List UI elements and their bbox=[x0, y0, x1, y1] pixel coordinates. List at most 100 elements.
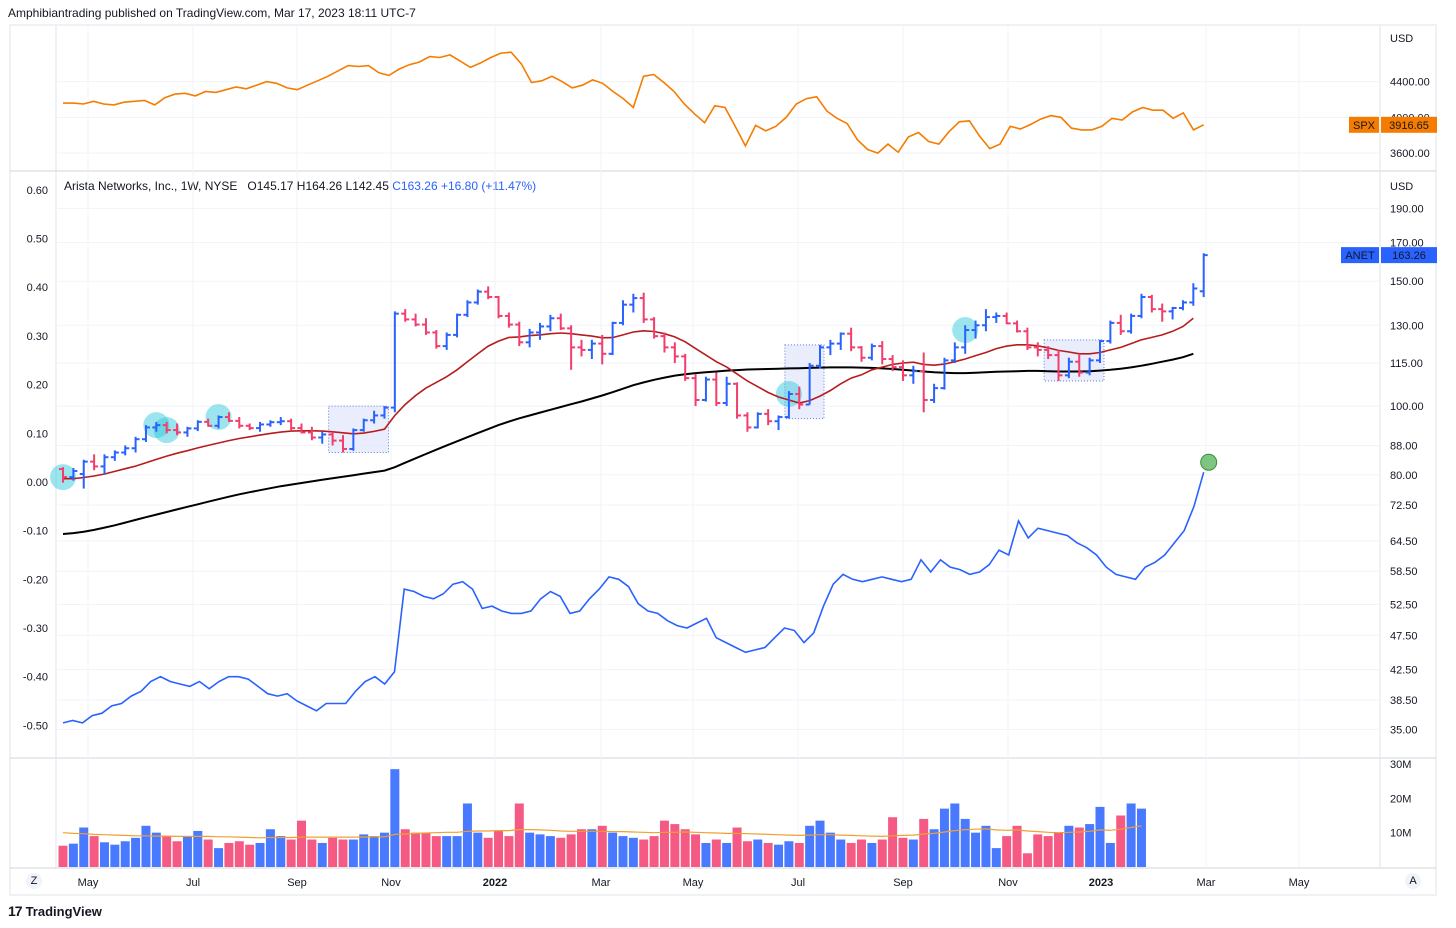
volume-bar bbox=[545, 836, 555, 867]
ohlc-bar bbox=[847, 327, 856, 352]
ohlc-low: L142.45 bbox=[345, 179, 389, 193]
publisher-caption: Amphibiantrading published on TradingVie… bbox=[8, 6, 416, 20]
volume-tick-label: 20M bbox=[1390, 793, 1411, 805]
ohlc-bar bbox=[390, 311, 399, 413]
volume-bar bbox=[1095, 806, 1105, 867]
x-tick-label: Jul bbox=[791, 877, 805, 889]
ohlc-close: C163.26 bbox=[392, 179, 438, 193]
ohlc-bar bbox=[1158, 303, 1167, 322]
rs-tick-label: 0.00 bbox=[27, 477, 48, 489]
ohlc-bar bbox=[909, 365, 918, 384]
volume-bar bbox=[566, 834, 576, 867]
volume-bar bbox=[1136, 808, 1146, 867]
tradingview-brand: 17 TradingView bbox=[8, 903, 102, 919]
price-tick-label: 42.50 bbox=[1390, 665, 1418, 677]
rs-tick-label: -0.40 bbox=[23, 672, 48, 684]
x-tick-label: Nov bbox=[381, 877, 401, 889]
ohlc-bar bbox=[276, 417, 285, 426]
x-tick-label: Mar bbox=[1197, 877, 1216, 889]
price-tick-label: 100.00 bbox=[1390, 401, 1424, 413]
ohlc-high: H164.26 bbox=[296, 179, 343, 193]
ohlc-bar bbox=[121, 445, 130, 456]
rs-tick-label: 0.60 bbox=[27, 185, 48, 197]
ohlc-bar bbox=[173, 423, 182, 436]
volume-bar bbox=[68, 843, 78, 867]
volume-bar bbox=[639, 839, 649, 867]
volume-bar bbox=[711, 839, 721, 867]
ohlc-bar bbox=[245, 423, 254, 431]
volume-bar bbox=[286, 839, 296, 867]
ohlc-bar bbox=[608, 321, 617, 356]
price-tick-label: 35.00 bbox=[1390, 724, 1418, 736]
ohlc-bar bbox=[536, 322, 545, 340]
ohlc-bar bbox=[183, 426, 192, 437]
volume-bar bbox=[120, 841, 130, 867]
zoom-reset-button[interactable]: Z bbox=[26, 873, 42, 889]
volume-bar bbox=[908, 839, 918, 867]
volume-bar bbox=[659, 820, 669, 867]
volume-bar bbox=[867, 842, 877, 867]
ohlc-bar bbox=[131, 436, 140, 453]
ohlc-bar bbox=[650, 317, 659, 339]
volume-bar bbox=[608, 832, 618, 867]
volume-bar bbox=[535, 834, 545, 867]
volume-bar bbox=[245, 844, 255, 867]
ohlc-bar bbox=[380, 406, 389, 419]
volume-bar bbox=[338, 839, 348, 867]
volume-bar bbox=[732, 827, 742, 867]
volume-bar bbox=[836, 839, 846, 867]
ohlc-bar bbox=[930, 383, 939, 404]
volume-bar bbox=[1033, 834, 1043, 867]
ohlc-bar bbox=[919, 352, 928, 413]
ohlc-bar bbox=[432, 330, 441, 349]
ohlc-bar bbox=[235, 417, 244, 429]
volume-bar bbox=[877, 839, 887, 867]
ohlc-bar bbox=[370, 410, 379, 424]
ohlc-bar bbox=[774, 415, 783, 431]
volume-bar bbox=[359, 834, 369, 867]
volume-bar bbox=[856, 839, 866, 867]
symbol-name: Arista Networks, Inc., 1W, NYSE bbox=[64, 179, 238, 193]
volume-bar bbox=[131, 837, 141, 867]
volume-bar bbox=[172, 841, 182, 867]
volume-bar bbox=[79, 827, 89, 867]
anet-price-badge bbox=[1381, 247, 1437, 264]
ohlc-bar bbox=[1189, 283, 1198, 306]
volume-bar bbox=[224, 842, 234, 867]
ohlc-bar bbox=[764, 409, 773, 426]
ohlc-bar bbox=[587, 339, 596, 360]
rs-tick-label: -0.50 bbox=[23, 720, 48, 732]
rs-tick-label: -0.30 bbox=[23, 623, 48, 635]
volume-bar bbox=[1022, 853, 1032, 867]
spx-line bbox=[63, 51, 1205, 155]
volume-bar bbox=[390, 769, 400, 867]
volume-bar bbox=[919, 818, 929, 867]
volume-bar bbox=[162, 836, 172, 867]
spx-symbol-label: SPX bbox=[1353, 120, 1376, 132]
ohlc-bar bbox=[307, 426, 316, 441]
x-tick-label: May bbox=[78, 877, 99, 889]
ohlc-bar bbox=[214, 415, 223, 429]
ohlc-bar bbox=[961, 325, 970, 354]
ohlc-bar bbox=[100, 454, 109, 475]
ohlc-bar bbox=[338, 435, 347, 453]
ohlc-bar bbox=[805, 363, 814, 406]
rs-tick-label: 0.40 bbox=[27, 282, 48, 294]
volume-bar bbox=[1043, 836, 1053, 867]
x-tick-label: Mar bbox=[592, 877, 611, 889]
auto-scale-button[interactable]: A bbox=[1405, 873, 1421, 889]
volume-bar bbox=[411, 832, 421, 867]
volume-bar bbox=[421, 832, 431, 867]
ohlc-bar bbox=[525, 328, 534, 348]
volume-bar bbox=[701, 842, 711, 867]
ohlc-bar bbox=[401, 309, 410, 322]
volume-bar bbox=[846, 842, 856, 867]
volume-bar bbox=[794, 842, 804, 867]
volume-bar bbox=[1064, 825, 1074, 867]
volume-bar bbox=[193, 830, 203, 867]
volume-bar bbox=[494, 830, 504, 867]
ohlc-bar bbox=[867, 343, 876, 361]
ohlc-bar bbox=[411, 313, 420, 327]
rs-tick-label: 0.30 bbox=[27, 331, 48, 343]
